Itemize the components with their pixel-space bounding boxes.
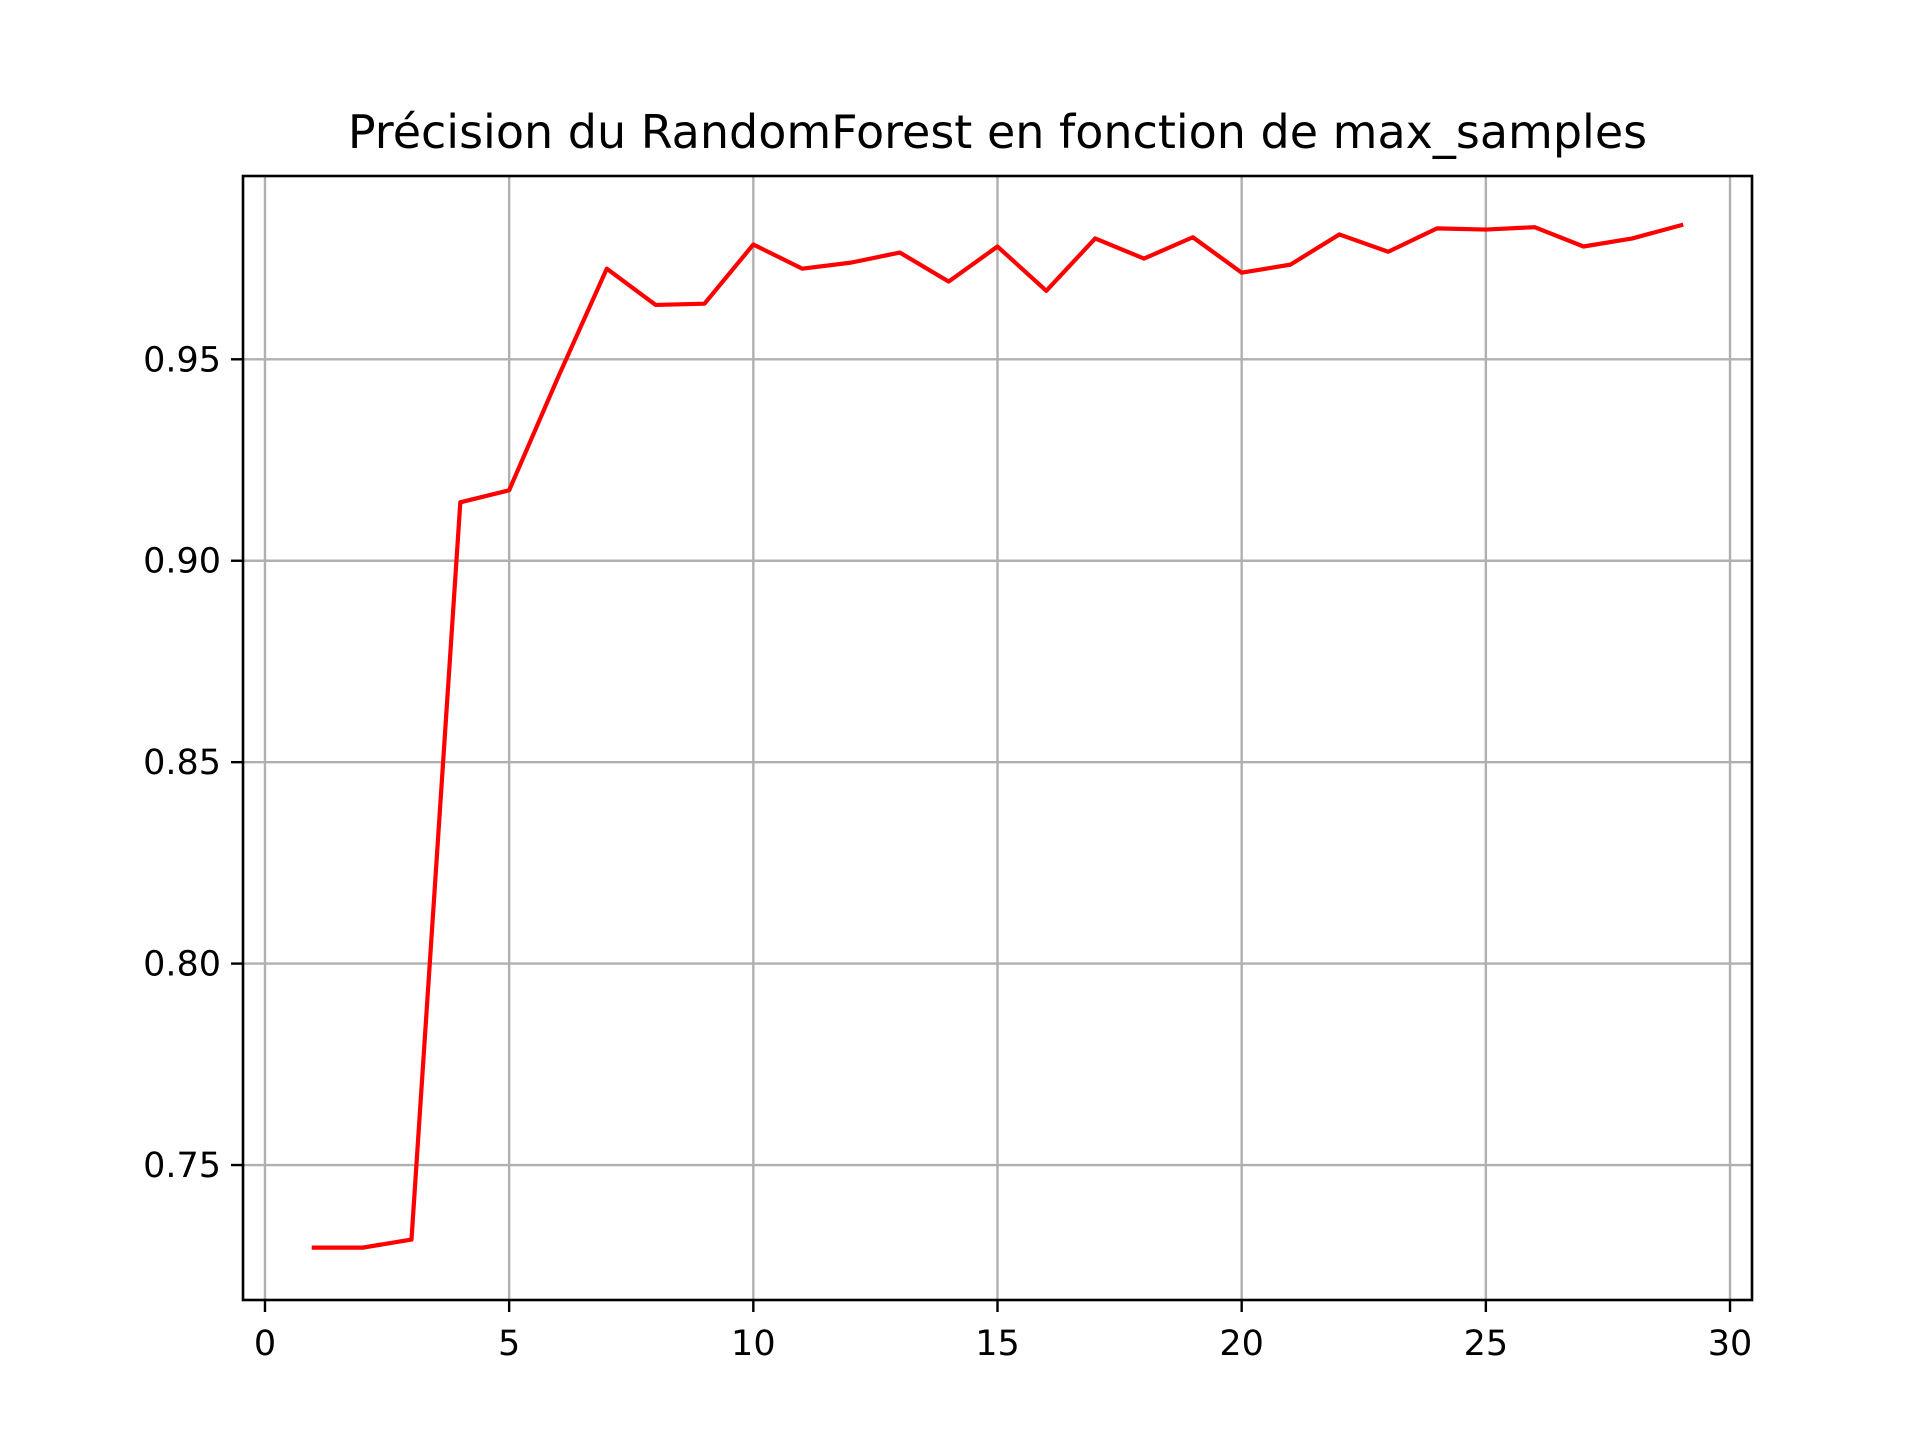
data-point <box>1388 251 1389 252</box>
x-tick-label: 25 <box>1464 1324 1509 1364</box>
data-point <box>460 502 461 503</box>
x-tick-label: 0 <box>254 1324 276 1364</box>
data-point <box>948 281 949 282</box>
x-tick-label: 20 <box>1219 1324 1264 1364</box>
data-point <box>899 252 900 253</box>
y-tick-label: 0.85 <box>143 743 221 783</box>
data-point <box>802 268 803 269</box>
y-tick-label: 0.95 <box>143 340 221 380</box>
data-point <box>1583 246 1584 247</box>
data-point <box>1241 272 1242 273</box>
data-point <box>1046 290 1047 291</box>
x-tick-label: 15 <box>975 1324 1020 1364</box>
data-point <box>1485 229 1486 230</box>
data-point <box>1534 227 1535 228</box>
data-point <box>1290 264 1291 265</box>
data-point <box>997 246 998 247</box>
data-point <box>509 490 510 491</box>
data-point <box>557 377 558 378</box>
data-point <box>606 268 607 269</box>
x-tick-label: 30 <box>1708 1324 1753 1364</box>
data-point <box>1632 238 1633 239</box>
data-point <box>1437 228 1438 229</box>
data-point <box>1339 234 1340 235</box>
chart-title: Précision du RandomForest en fonction de… <box>348 105 1647 159</box>
data-point <box>362 1247 363 1248</box>
series-line <box>311 222 1684 1250</box>
y-tick-label: 0.90 <box>143 542 221 582</box>
data-point <box>753 244 754 245</box>
data-point <box>851 262 852 263</box>
data-point <box>704 303 705 304</box>
x-tick-label: 10 <box>731 1324 776 1364</box>
y-tick-label: 0.75 <box>143 1146 221 1186</box>
series-layer <box>311 222 1684 1250</box>
grid <box>243 176 1752 1300</box>
x-tick-label: 5 <box>498 1324 520 1364</box>
data-point <box>1192 237 1193 238</box>
data-point <box>1095 238 1096 239</box>
data-point <box>411 1239 412 1240</box>
data-point <box>1144 258 1145 259</box>
data-point <box>655 304 656 305</box>
data-point <box>1681 225 1682 226</box>
axis-ticks: 0 5 10 15 20 25 30 0.75 0.80 0.85 0.90 0.95 <box>143 340 1752 1364</box>
data-point <box>313 1247 314 1248</box>
y-tick-label: 0.80 <box>143 945 221 985</box>
